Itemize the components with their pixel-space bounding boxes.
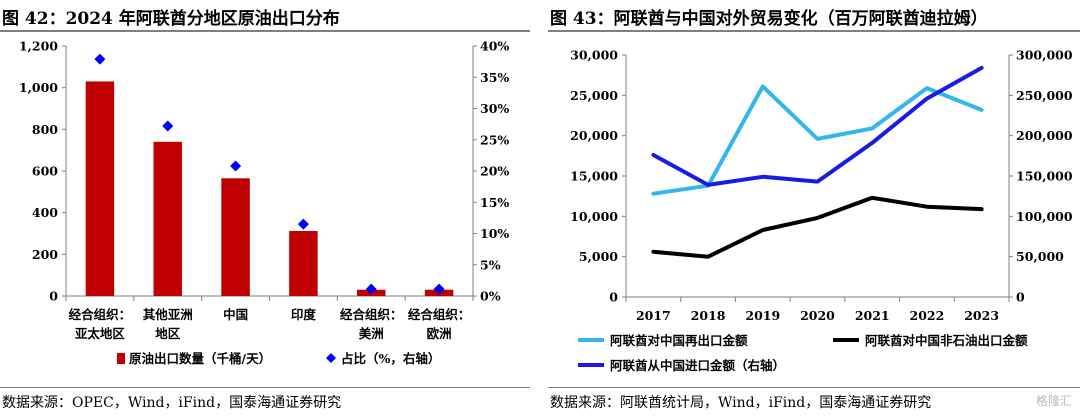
right-tick-label: 5% [480,257,501,272]
share-diamond [230,160,242,172]
share-diamond [297,218,309,230]
left-tick-label: 800 [32,122,58,137]
right-tick-label: 200,000 [1016,128,1073,143]
left-tick-label: 400 [32,205,58,220]
left-source-rule [0,387,530,388]
category-label: 经合组织： [340,307,403,322]
right-tick-label: 100,000 [1016,209,1073,224]
left-tick-label: 0 [609,290,618,305]
left-tick-label: 25,000 [570,88,618,103]
legend-line-label: 阿联酋从中国进口金额（右轴） [610,358,785,373]
legend-line-label: 阿联酋对中国非石油出口金额 [865,333,1028,348]
share-diamond [94,53,106,65]
series-line [651,195,984,259]
right-tick-label: 25% [480,132,509,147]
right-line-chart: 0 5,000 10,000 15,000 20,000 25,000 30,000 0 50,… [570,48,1073,374]
left-tick-label: 20,000 [570,128,618,143]
series-line [651,65,984,187]
x-tick-label: 2023 [964,308,999,323]
category-label: 地区 [155,326,181,341]
left-tick-label: 1,200 [19,39,58,54]
left-chart-title: 图 42：2024 年阿联酋分地区原油出口分布 [2,9,340,29]
series-line [651,84,984,196]
left-bar-chart: 0 200 400 600 800 1,000 1,200 0% 5% 10% 15% 20% 25% 3… [19,39,510,367]
left-chart-panel: 图 42：2024 年阿联酋分地区原油出口分布 0 200 400 600 800 1,0… [0,0,530,419]
right-tick-label: 30% [480,101,509,116]
right-chart-title: 图 43：阿联酋与中国对外贸易变化（百万阿联酋迪拉姆） [550,9,988,29]
x-tick-label: 2018 [691,308,726,323]
right-tick-label: 10% [480,226,509,241]
right-title-rule [548,30,1080,32]
legend-line-label: 阿联酋对中国再出口金额 [610,333,748,348]
left-tick-label: 0 [49,289,58,304]
watermark-text: 格隆汇 [1035,394,1072,408]
category-label: 欧洲 [427,326,452,341]
share-diamond [365,283,377,295]
category-label: 经合组织： [69,307,132,322]
x-tick-label: 2017 [636,308,671,323]
x-tick-label: 2022 [910,308,945,323]
right-tick-label: 150,000 [1016,169,1073,184]
right-chart-panel: 图 43：阿联酋与中国对外贸易变化（百万阿联酋迪拉姆） 0 5,000 10,000… [548,0,1080,419]
bar [289,231,318,296]
left-tick-label: 30,000 [570,48,618,63]
legend-bar-swatch [117,353,125,364]
x-tick-label: 2020 [800,308,835,323]
x-tick-label: 2019 [745,308,780,323]
right-tick-label: 20% [480,164,509,179]
right-tick-label: 300,000 [1016,48,1073,63]
left-tick-label: 600 [32,164,58,179]
right-tick-label: 0% [480,289,501,304]
x-tick-label: 2021 [855,308,890,323]
legend-bar-label: 原油出口数量（千桶/天） [129,351,271,366]
bar [85,81,115,297]
legend-diamond-label: 占比（%，右轴） [341,351,440,366]
bar [153,141,182,296]
share-diamond [433,283,445,295]
share-diamond [162,120,174,132]
left-tick-label: 1,000 [19,80,58,95]
right-source-rule [548,387,1080,388]
category-label: 亚太地区 [75,326,126,341]
right-tick-label: 250,000 [1016,88,1073,103]
bar [221,178,250,296]
category-label: 美洲 [359,326,384,341]
left-tick-label: 10,000 [570,209,618,224]
right-tick-label: 15% [480,195,509,210]
category-label: 经合组织： [408,307,471,322]
category-label: 印度 [291,307,317,322]
legend-diamond-swatch [326,353,336,363]
right-tick-label: 0 [1016,290,1025,305]
right-chart-source: 数据来源：阿联酋统计局，Wind，iFind，国泰海通证券研究 [550,395,932,411]
left-tick-label: 15,000 [570,169,618,184]
left-chart-source: 数据来源：OPEC，Wind，iFind，国泰海通证券研究 [2,395,342,411]
left-title-rule [0,30,530,32]
right-tick-label: 35% [480,70,509,85]
category-label: 其他亚洲 [143,307,193,322]
left-tick-label: 200 [32,247,58,262]
left-tick-label: 5,000 [579,249,618,264]
right-tick-label: 50,000 [1016,249,1064,264]
right-tick-label: 40% [480,39,509,54]
category-label: 中国 [223,307,248,322]
